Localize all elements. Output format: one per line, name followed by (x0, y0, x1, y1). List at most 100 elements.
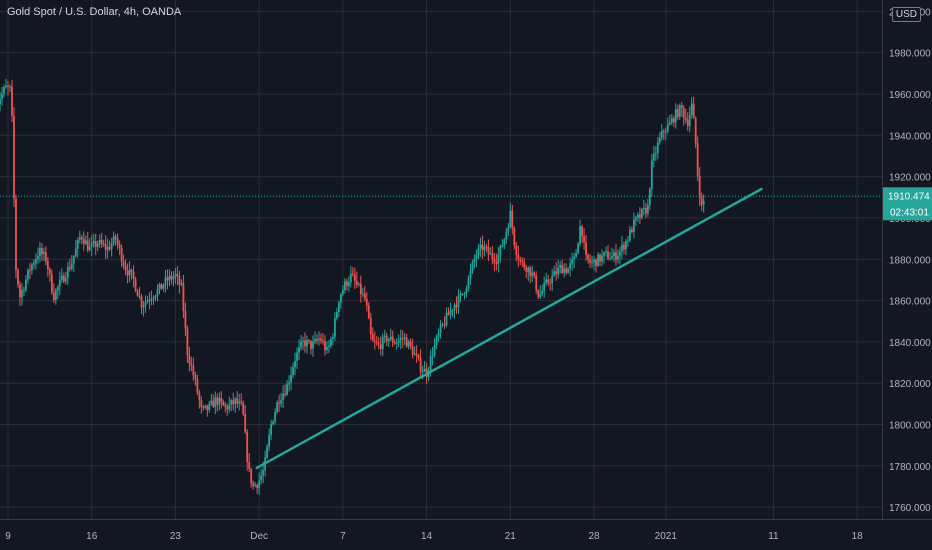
candle (118, 240, 121, 256)
candle (557, 259, 560, 279)
candle (453, 302, 456, 319)
candle (383, 329, 386, 344)
candle (268, 428, 271, 452)
candle (485, 243, 488, 252)
candle (441, 322, 444, 328)
candle (236, 390, 239, 409)
candle (186, 325, 189, 363)
candle (377, 337, 380, 350)
candle (656, 137, 659, 160)
candle (670, 114, 673, 126)
candle (459, 290, 462, 303)
time-tick-label: 2021 (655, 531, 678, 542)
candle (226, 403, 229, 416)
candle (607, 244, 609, 261)
candle (64, 272, 67, 285)
candle (387, 337, 390, 347)
candle (619, 246, 621, 265)
candle (336, 307, 338, 321)
time-tick-label: 7 (340, 531, 346, 542)
candle (577, 241, 579, 255)
candle (120, 244, 123, 268)
candle (469, 263, 472, 285)
candle (290, 366, 292, 391)
candle (282, 385, 284, 408)
candle (84, 235, 87, 246)
candle (56, 284, 59, 299)
candle (343, 278, 346, 294)
candle (58, 271, 61, 296)
candle (611, 247, 613, 260)
price-tick-label: 1980.000 (889, 49, 931, 60)
candle (367, 302, 370, 320)
candle (296, 347, 298, 370)
candle (445, 307, 448, 328)
candle (13, 107, 15, 208)
candle (467, 275, 470, 292)
candle (132, 265, 135, 288)
candle (563, 263, 566, 278)
candle (306, 335, 308, 354)
candle (29, 263, 31, 280)
candle (513, 226, 516, 250)
candle (136, 288, 139, 297)
time-tick-label: 11 (768, 531, 779, 542)
time-axis[interactable]: 91623Dec71421282021111825 (0, 519, 932, 550)
candle (451, 308, 454, 317)
time-tick-label: 21 (505, 531, 517, 542)
trendline[interactable] (255, 187, 763, 470)
candle (591, 255, 593, 268)
candle (33, 259, 35, 270)
candle (393, 339, 396, 346)
candle (431, 347, 434, 366)
candle (218, 392, 221, 411)
candle (106, 238, 109, 259)
candle (597, 252, 599, 267)
candle (126, 263, 129, 284)
candle (559, 261, 562, 274)
candle (521, 257, 524, 267)
candle (23, 286, 25, 296)
candle (98, 234, 101, 248)
candle (40, 242, 43, 261)
candle (90, 235, 93, 256)
candle (463, 291, 466, 300)
candle (503, 237, 506, 250)
candle (224, 402, 227, 413)
candle (324, 335, 326, 356)
candle (72, 255, 75, 273)
candle (567, 266, 570, 274)
candle (330, 336, 332, 349)
candle (80, 234, 83, 245)
candle (322, 333, 324, 345)
candle (188, 346, 191, 372)
candle (648, 187, 651, 210)
candle (489, 247, 492, 255)
candle (86, 231, 89, 253)
candle (615, 243, 617, 266)
candle (435, 334, 438, 350)
candle (5, 78, 7, 89)
candle (609, 251, 611, 261)
candle (644, 202, 647, 219)
candle (627, 236, 629, 248)
candle (423, 361, 426, 373)
candle (212, 394, 215, 409)
price-tick-label: 1820.000 (889, 379, 931, 390)
currency-button[interactable]: USD (891, 7, 921, 22)
candle (692, 96, 695, 119)
candle (533, 271, 536, 279)
candle (501, 238, 504, 248)
candle (124, 259, 127, 276)
candle (42, 247, 45, 261)
candle (483, 240, 486, 257)
candle (571, 253, 574, 271)
candle (363, 285, 366, 302)
candle (537, 288, 540, 300)
price-axis[interactable]: 1760.000 1780.000 1800.000 1820.000 1840.000… (882, 0, 932, 550)
candle (561, 259, 564, 275)
candle (116, 233, 119, 250)
candle (455, 296, 458, 314)
candle (114, 234, 117, 246)
